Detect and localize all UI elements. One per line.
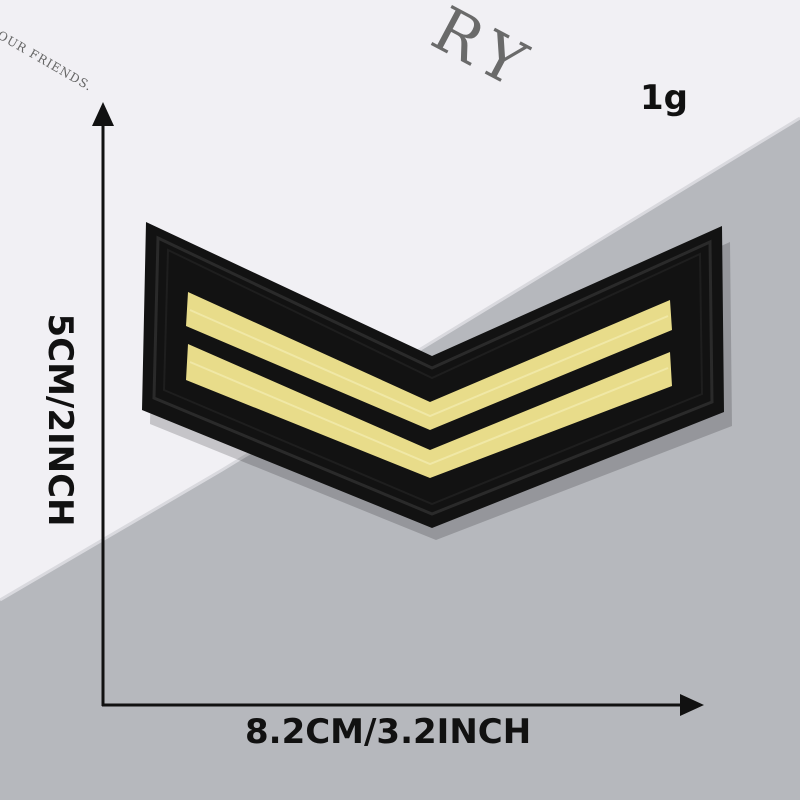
width-dimension-label: 8.2CM/3.2INCH	[245, 712, 532, 752]
arrow-up-icon	[92, 102, 114, 126]
gold-stripe-upper	[186, 292, 672, 430]
patch-border-stitch	[152, 235, 714, 516]
gold-stripe-lower	[186, 344, 672, 478]
background-card	[0, 0, 800, 600]
weight-label: 1g	[640, 78, 688, 118]
arrow-right-icon	[680, 694, 704, 716]
height-dimension-text: 5CM/2INCH	[40, 313, 80, 527]
